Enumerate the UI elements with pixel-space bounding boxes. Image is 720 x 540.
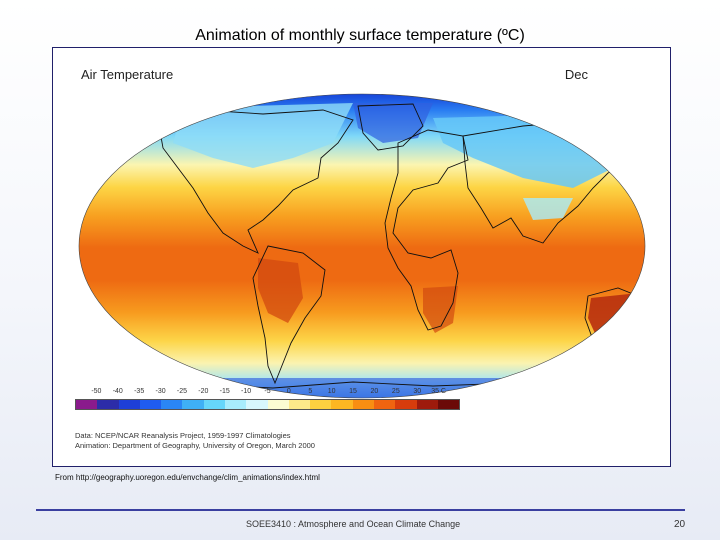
colorbar-swatch: [182, 400, 204, 409]
colorbar-swatch: [352, 400, 374, 409]
colorbar-swatch: [373, 400, 396, 409]
colorbar-tick-label: -20: [198, 388, 209, 395]
colorbar-swatch: [97, 400, 119, 409]
colorbar-swatch: [224, 400, 247, 409]
colorbar-swatch: [416, 400, 438, 409]
colorbar-tick-label: -50: [91, 388, 102, 395]
credit-data-line: Data: NCEP/NCAR Reanalysis Project, 1959…: [75, 431, 291, 440]
colorbar-tick-label: -5: [264, 388, 271, 395]
page-number: 20: [674, 519, 686, 530]
map-title: Air Temperature: [81, 67, 174, 82]
temperature-field: [79, 94, 645, 398]
month-label: Dec: [564, 67, 588, 82]
colorbar-swatch: [395, 400, 417, 409]
hot-south-america: [258, 258, 303, 323]
tibet-cold: [523, 198, 573, 220]
colorbar-tick-label: -15: [219, 388, 230, 395]
cold-north-america: [173, 103, 353, 168]
temperature-map-figure: Air Temperature Dec -50 -40 -35 -30 -25 -20 -1…: [52, 47, 671, 467]
north-america-outline: [157, 109, 354, 254]
colorbar-swatch: [288, 400, 311, 409]
colorbar-swatch: [203, 400, 225, 409]
footer-course-title: SOEE3410 : Atmosphere and Ocean Climate …: [246, 519, 461, 529]
temperature-colorbar: [75, 399, 460, 410]
colorbar-tick-label: 25: [391, 388, 400, 395]
greenland-cold: [353, 103, 433, 143]
colorbar-tick-label: -10: [241, 388, 252, 395]
colorbar-swatch: [139, 400, 162, 409]
colorbar-swatch: [118, 400, 140, 409]
colorbar-swatch: [267, 400, 289, 409]
colorbar-tick-labels: -50 -40 -35 -30 -25 -20 -15 -10 -5 0 5 10 15 20 25 30 35…: [75, 388, 460, 398]
slide-title: Animation of monthly surface temperature…: [195, 27, 525, 44]
colorbar-tick-label: 5: [308, 388, 313, 395]
colorbar-swatch: [437, 400, 460, 409]
colorbar-tick-label: -30: [155, 388, 166, 395]
map-credits: Data: NCEP/NCAR Reanalysis Project, 1959…: [75, 431, 315, 451]
colorbar-tick-label: -25: [176, 388, 187, 395]
globe-outline: [78, 93, 646, 399]
source-caption: From http://geography.uoregon.edu/envcha…: [55, 473, 320, 482]
south-america-outline: [252, 245, 326, 385]
colorbar-tick-label: 0: [286, 388, 291, 395]
colorbar-swatch: [161, 400, 183, 409]
greenland-outline: [357, 103, 424, 151]
world-temperature-map: [78, 93, 646, 399]
colorbar-tick-label: 20: [370, 388, 379, 395]
footer-divider: [36, 509, 685, 511]
credit-animation-line: Animation: Department of Geography, Univ…: [75, 441, 315, 450]
colorbar-swatch: [76, 400, 98, 409]
colorbar-swatch: [331, 400, 353, 409]
colorbar-tick-label: -35: [134, 388, 145, 395]
colorbar-tick-label: 30: [413, 388, 422, 395]
colorbar-tick-label: -40: [112, 388, 123, 395]
colorbar-swatch: [246, 400, 268, 409]
colorbar-tick-label: 35 C: [431, 388, 446, 395]
hot-south-africa: [423, 286, 458, 333]
colorbar-swatch: [310, 400, 332, 409]
europe-africa-outline: [384, 129, 469, 331]
colorbar-tick-label: 10: [327, 388, 336, 395]
colorbar-tick-label: 15: [349, 388, 357, 395]
hot-australia: [588, 293, 645, 348]
